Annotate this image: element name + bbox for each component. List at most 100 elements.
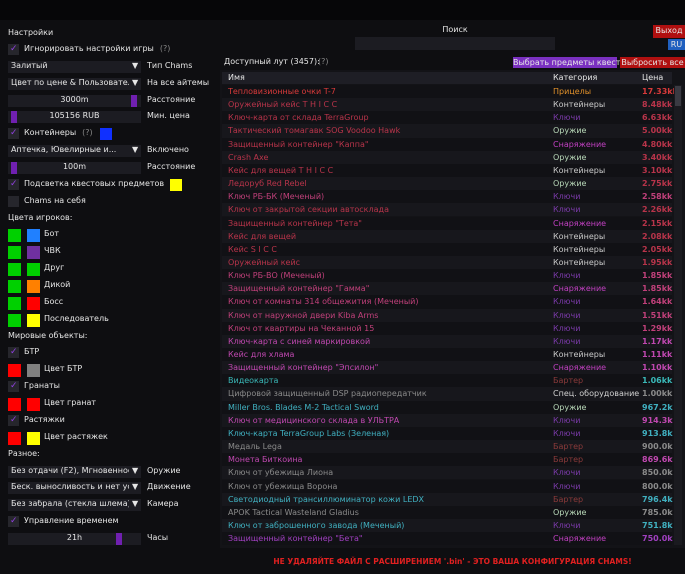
- item-price: 2.08kk: [642, 231, 673, 241]
- color-swatch[interactable]: [100, 128, 113, 141]
- color-swatch[interactable]: [27, 263, 40, 277]
- color-swatch[interactable]: [8, 246, 21, 260]
- table-row[interactable]: [222, 374, 672, 388]
- color-swatch[interactable]: [8, 431, 21, 445]
- item-price: 3.40kk: [642, 152, 673, 162]
- table-row[interactable]: [222, 440, 672, 454]
- checkbox[interactable]: [8, 128, 19, 140]
- table-row[interactable]: [222, 295, 672, 309]
- table-row[interactable]: [222, 453, 672, 467]
- combo-box[interactable]: [8, 60, 141, 73]
- table-row[interactable]: [222, 163, 672, 178]
- slider-track[interactable]: [8, 111, 141, 124]
- table-row[interactable]: [222, 518, 672, 533]
- checkbox[interactable]: [8, 516, 19, 528]
- item-name: Защищенный контейнер "Гамма": [228, 284, 370, 294]
- checkbox[interactable]: [8, 347, 19, 359]
- table-row[interactable]: [222, 282, 672, 296]
- table-row[interactable]: [222, 150, 672, 164]
- slider-label: Расстояние: [147, 162, 196, 172]
- checkbox[interactable]: [8, 414, 19, 426]
- color-swatch[interactable]: [27, 364, 40, 378]
- table-row[interactable]: [222, 400, 672, 414]
- table-row[interactable]: [222, 124, 672, 138]
- color-swatch[interactable]: [27, 280, 40, 294]
- color-swatch[interactable]: [8, 263, 21, 277]
- check-mark: ✓: [10, 44, 18, 54]
- table-row[interactable]: [222, 85, 672, 99]
- color-swatch[interactable]: [8, 296, 21, 310]
- color-swatch[interactable]: [8, 364, 21, 378]
- table-row[interactable]: [222, 532, 672, 546]
- table-row[interactable]: [222, 137, 672, 151]
- item-price: 914.3k: [642, 415, 673, 425]
- table-row[interactable]: [222, 492, 672, 506]
- table-row[interactable]: [222, 255, 672, 270]
- table-row[interactable]: [222, 98, 672, 112]
- item-category: Ключи: [553, 310, 581, 320]
- table-row[interactable]: [222, 413, 672, 427]
- color-swatch[interactable]: [27, 246, 40, 260]
- slider-track[interactable]: [8, 94, 141, 107]
- table-row[interactable]: [222, 111, 672, 125]
- color-swatch[interactable]: [170, 178, 183, 191]
- color-swatch[interactable]: [27, 398, 40, 412]
- table-row[interactable]: [222, 505, 672, 519]
- item-category: Оружие: [553, 179, 587, 189]
- item-name: Медаль Lega: [228, 442, 282, 452]
- combo-box[interactable]: [8, 482, 141, 495]
- table-row[interactable]: [222, 426, 672, 441]
- item-category: Бартер: [553, 494, 584, 504]
- checkbox[interactable]: [8, 44, 19, 55]
- item-name: Цифровой защищенный DSP радиопередатчик: [228, 389, 427, 399]
- table-row[interactable]: [222, 242, 672, 256]
- item-category: Спец. оборудование: [553, 389, 640, 399]
- checkbox-label: БТР: [24, 347, 40, 357]
- color-swatch[interactable]: [27, 229, 40, 243]
- combo-box[interactable]: [8, 465, 141, 478]
- table-row[interactable]: [222, 203, 672, 217]
- table-row[interactable]: [222, 216, 672, 230]
- exit-button[interactable]: Выход: [653, 25, 685, 38]
- item-name: Светодиодный трансиллюминатор кожи LEDX: [228, 494, 425, 504]
- quest-button[interactable]: Выбрать предметы квеста: [513, 57, 626, 68]
- combo-box[interactable]: [8, 499, 141, 512]
- scroll-thumb[interactable]: [675, 86, 681, 106]
- table-row[interactable]: [222, 321, 672, 335]
- checkbox[interactable]: [8, 178, 19, 190]
- color-swatch[interactable]: [8, 229, 21, 243]
- drop-button[interactable]: Выбросить все: [620, 57, 685, 68]
- table-row[interactable]: [222, 361, 672, 375]
- item-name: Ключ от медицинского склада в УЛЬТРА: [228, 415, 400, 425]
- table-row[interactable]: [222, 190, 672, 204]
- item-name: Ключ-карта TerraGroup Labs (Зеленая): [228, 428, 390, 438]
- table-row[interactable]: [222, 466, 672, 480]
- checkbox[interactable]: [8, 381, 19, 393]
- slider-track[interactable]: [8, 532, 141, 545]
- language-button[interactable]: RU: [668, 39, 685, 50]
- slider-label: Часы: [147, 532, 169, 542]
- table-row[interactable]: [222, 348, 672, 362]
- table-row[interactable]: [222, 269, 672, 283]
- search-label: Поиск: [442, 25, 468, 34]
- combo-box[interactable]: [8, 77, 141, 90]
- checkbox[interactable]: [8, 195, 19, 207]
- color-swatch[interactable]: [27, 431, 40, 445]
- table-row[interactable]: [222, 229, 672, 243]
- slider-track[interactable]: [8, 162, 141, 175]
- table-row[interactable]: [222, 308, 672, 322]
- item-name: Оружейный кейс T H I C C: [228, 100, 338, 110]
- table-row[interactable]: [222, 177, 672, 191]
- color-swatch[interactable]: [27, 313, 40, 327]
- combo-box[interactable]: [8, 145, 141, 158]
- color-swatch[interactable]: [8, 398, 21, 412]
- table-row[interactable]: [222, 334, 672, 348]
- search-input[interactable]: [355, 37, 555, 50]
- color-swatch[interactable]: [8, 280, 21, 294]
- table-row[interactable]: [222, 479, 672, 493]
- item-category: Контейнеры: [553, 350, 606, 359]
- color-swatch[interactable]: [27, 296, 40, 310]
- color-swatch[interactable]: [8, 313, 21, 327]
- item-price: 751.8k: [642, 520, 673, 530]
- table-row[interactable]: [222, 387, 672, 401]
